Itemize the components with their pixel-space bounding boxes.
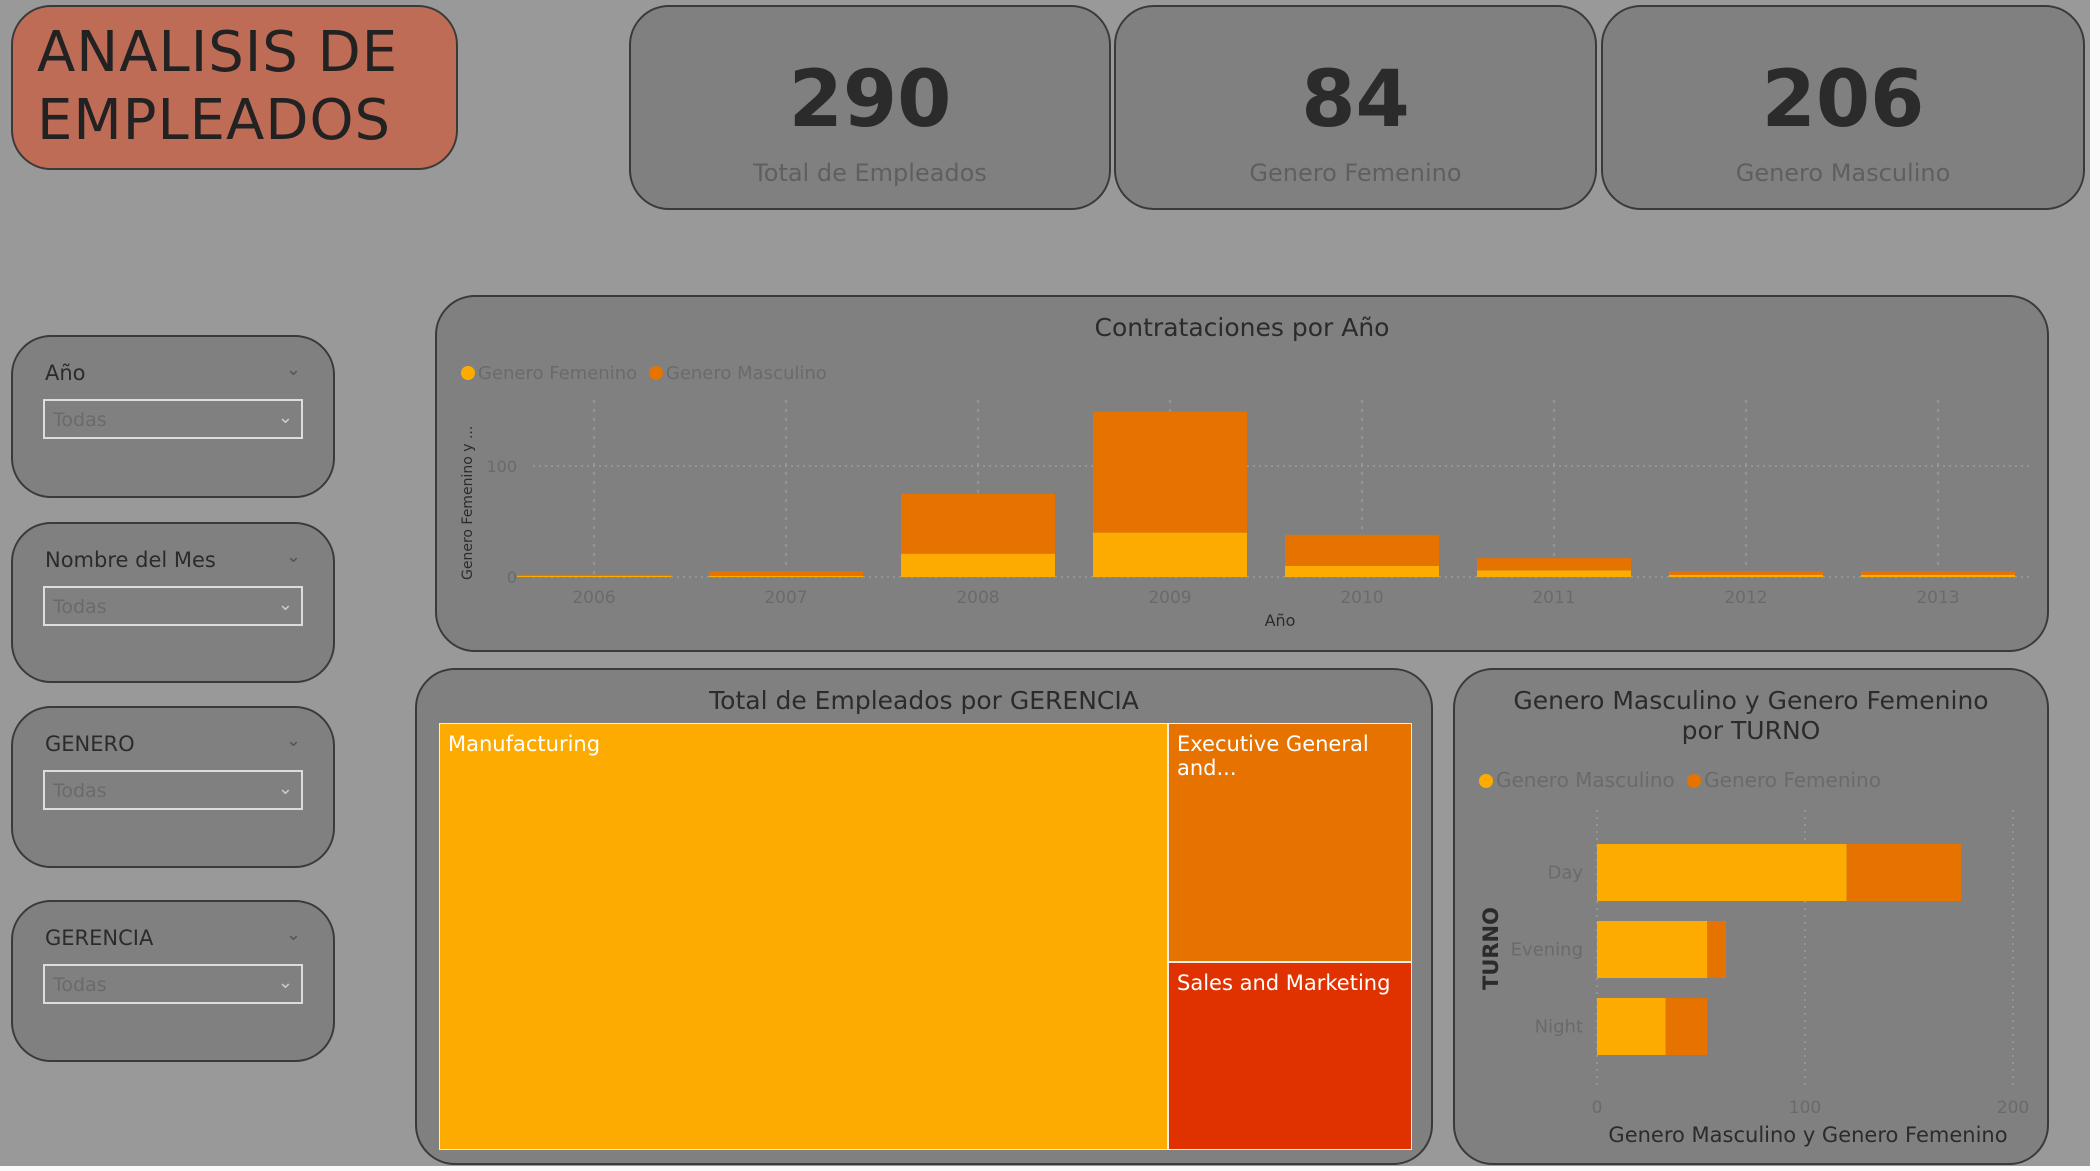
legend-dot-icon <box>1479 774 1493 788</box>
treemap-label: Sales and Marketing <box>1177 971 1391 995</box>
legend-dot-icon <box>1687 774 1702 788</box>
dashboard-title: ANALISIS DE EMPLEADOS <box>11 5 458 170</box>
kpi-label: Genero Masculino <box>1735 159 1951 187</box>
slicer-mes: Nombre del Mes ⌄ Todas ⌄ <box>11 522 335 683</box>
chart-title: Total de Empleados por GERENCIA <box>709 686 1139 715</box>
legend-label: Genero Femenino <box>1704 768 1881 792</box>
chart-contrataciones-por-ano: Contrataciones por Año Genero Femenino G… <box>435 295 2049 652</box>
slicer-ano: Año ⌄ Todas ⌄ <box>11 335 335 498</box>
legend-dot-icon <box>648 366 663 380</box>
slicer-dropdown[interactable]: Todas ⌄ <box>43 964 303 1004</box>
chevron-down-icon: ⌄ <box>277 778 293 799</box>
chart-legend: Genero Masculino Genero Femenino <box>1479 768 1881 792</box>
legend-dot-icon <box>461 366 475 380</box>
slicer-dropdown[interactable]: Todas ⌄ <box>43 586 303 626</box>
kpi-card-total: 290 Total de Empleados <box>629 5 1111 210</box>
title-line-2: EMPLEADOS <box>37 88 392 153</box>
chevron-down-icon[interactable]: ⌄ <box>285 924 301 945</box>
kpi-card-femenino: 84 Genero Femenino <box>1114 5 1597 210</box>
chevron-down-icon: ⌄ <box>277 407 293 428</box>
treemap-label: Executive General and... <box>1177 732 1369 780</box>
slicer-value: Todas <box>53 974 107 996</box>
chevron-down-icon: ⌄ <box>277 594 293 615</box>
kpi-value: 206 <box>1761 55 1925 145</box>
kpi-value: 290 <box>788 55 952 145</box>
treemap-tile-executive[interactable]: Executive General and... <box>1168 723 1412 962</box>
chart-title: Genero Masculino y Genero Femenino por T… <box>1513 686 1989 745</box>
slicer-value: Todas <box>53 780 107 802</box>
chart-title: Contrataciones por Año <box>1094 313 1390 342</box>
slicer-dropdown[interactable]: Todas ⌄ <box>43 770 303 810</box>
chevron-down-icon: ⌄ <box>277 972 293 993</box>
legend-label: Genero Masculino <box>1496 768 1675 792</box>
chevron-down-icon[interactable]: ⌄ <box>285 546 301 567</box>
slicer-value: Todas <box>53 596 107 618</box>
kpi-card-masculino: 206 Genero Masculino <box>1601 5 2085 210</box>
slicer-label: GENERO <box>45 732 135 756</box>
slicer-label: Año <box>45 361 86 385</box>
treemap-label: Manufacturing <box>448 732 601 756</box>
chevron-down-icon[interactable]: ⌄ <box>285 359 301 380</box>
slicer-label: GERENCIA <box>45 926 154 950</box>
chart-genero-por-turno: Genero Masculino y Genero Femenino por T… <box>1453 668 2049 1165</box>
kpi-label: Total de Empleados <box>753 159 987 187</box>
slicer-genero: GENERO ⌄ Todas ⌄ <box>11 706 335 868</box>
slicer-gerencia: GERENCIA ⌄ Todas ⌄ <box>11 900 335 1062</box>
title-line-1: ANALISIS DE <box>37 20 399 85</box>
kpi-value: 84 <box>1301 55 1410 145</box>
chart-legend: Genero Femenino Genero Masculino <box>461 363 827 384</box>
treemap-tile-manufacturing[interactable]: Manufacturing <box>439 723 1168 1150</box>
slicer-dropdown[interactable]: Todas ⌄ <box>43 399 303 439</box>
legend-label: Genero Masculino <box>665 363 827 384</box>
kpi-label: Genero Femenino <box>1249 159 1462 187</box>
treemap-tile-sales-marketing[interactable]: Sales and Marketing <box>1168 962 1412 1150</box>
slicer-label: Nombre del Mes <box>45 548 216 572</box>
slicer-value: Todas <box>53 409 107 431</box>
chevron-down-icon[interactable]: ⌄ <box>285 730 301 751</box>
legend-label: Genero Femenino <box>478 363 638 384</box>
